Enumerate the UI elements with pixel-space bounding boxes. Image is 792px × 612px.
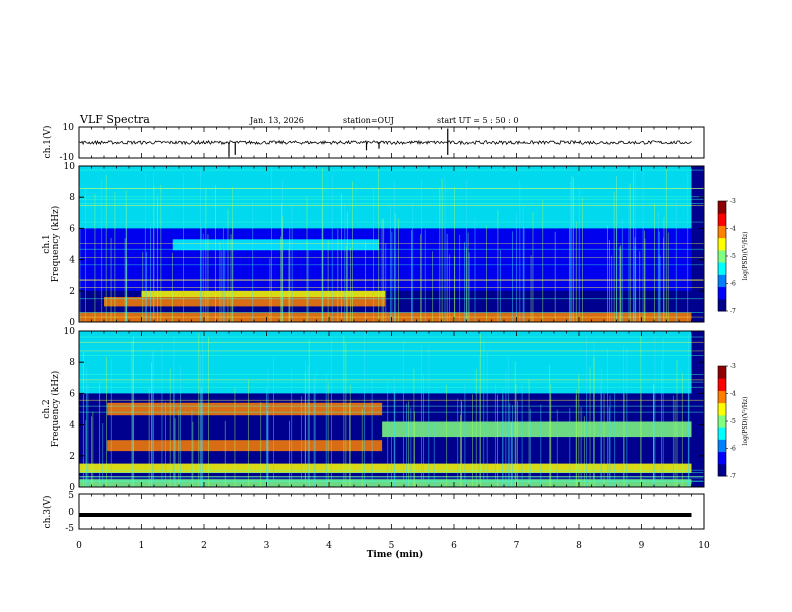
colorbar-segment xyxy=(718,262,726,275)
xtick-label: 10 xyxy=(698,541,710,551)
colorbar-tick-label: -6 xyxy=(730,281,736,288)
ytick-label: 2 xyxy=(69,452,75,462)
xtick-label: 8 xyxy=(576,541,582,551)
ch1-spectrogram-panel: 0 2 4 6 8 10 ch.1 Frequency (kHz) xyxy=(42,162,705,328)
xtick-label: 6 xyxy=(451,541,457,551)
colorbar-segment xyxy=(718,402,726,416)
ch2-spec-channel-label: ch.2 xyxy=(42,399,52,418)
colorbar-tick-label: -6 xyxy=(730,446,736,453)
spectrogram-band xyxy=(79,463,692,473)
colorbar-segment xyxy=(718,427,726,440)
ch2-spectrogram-image xyxy=(79,331,704,487)
ch1-ytick-top: 10 xyxy=(63,123,75,133)
ch1-waveform-panel: 10 -10 ch.1(V) xyxy=(42,123,705,163)
ch1-spectrogram-yticks: 0 2 4 6 8 10 xyxy=(64,162,704,328)
xtick-label: 0 xyxy=(76,541,82,551)
colorbar-segment xyxy=(718,414,726,428)
time-axis: 0 1 2 3 4 5 6 7 8 9 10 xyxy=(76,127,710,551)
colorbar-segment xyxy=(718,439,726,453)
ch1-waveform-trace xyxy=(78,128,692,157)
xtick-label: 4 xyxy=(326,541,332,551)
ch3-ytick-mid: 0 xyxy=(68,508,74,518)
colorbar-tick-label: -7 xyxy=(730,308,736,315)
ch2-spectrogram-panel: 0 2 4 6 8 10 ch.2 Frequency (kHz) xyxy=(42,327,705,493)
ytick-label: 10 xyxy=(64,162,76,172)
colorbar-label: log(PSD)(V²/Hz) xyxy=(742,397,749,446)
ch1-spectrogram-image xyxy=(78,166,704,322)
spectrogram-band xyxy=(79,331,692,394)
ch1-noise-line xyxy=(78,139,692,146)
spectrogram-band xyxy=(107,402,383,416)
xtick-label: 5 xyxy=(389,541,395,551)
colorbar-segment xyxy=(718,237,726,251)
ch3-ytick-bottom: -5 xyxy=(65,524,74,534)
xtick-label: 9 xyxy=(639,541,645,551)
ytick-label: 6 xyxy=(69,389,75,399)
colorbar-segment xyxy=(718,225,726,239)
spectrogram-band xyxy=(382,421,692,438)
ytick-label: 0 xyxy=(69,318,75,328)
ch3-wave-ylabel: ch.3(V) xyxy=(42,496,53,529)
ch1-spec-ylabel: Frequency (kHz) xyxy=(50,206,61,283)
ytick-label: 4 xyxy=(69,421,75,431)
ch1-wave-ylabel: ch.1(V) xyxy=(42,126,53,159)
spectrogram-band xyxy=(141,290,386,298)
colorbar-segment xyxy=(718,366,726,379)
xtick-label: 2 xyxy=(201,541,207,551)
colorbar-tick-label: -5 xyxy=(730,253,736,260)
spectrogram-band xyxy=(79,228,692,291)
ch2-colorbar: -3 -4 -5 -6 -7 log(PSD)(V²/Hz) xyxy=(717,363,749,480)
colorbar-segment xyxy=(718,213,726,226)
ytick-label: 4 xyxy=(69,256,75,266)
ch2-spec-ylabel: Frequency (kHz) xyxy=(50,371,61,448)
colorbar-segment xyxy=(718,249,726,263)
spectrogram-band xyxy=(79,166,692,229)
spectrogram-band xyxy=(172,239,379,251)
ch3-waveform-panel: 5 0 -5 ch.3(V) xyxy=(42,491,705,534)
colorbar-tick-label: -5 xyxy=(730,418,736,425)
spectrogram-band xyxy=(104,297,386,307)
spectrogram-band xyxy=(79,479,692,487)
ytick-label: 6 xyxy=(69,224,75,234)
colorbar-tick-label: -7 xyxy=(730,473,736,480)
ytick-label: 2 xyxy=(69,287,75,297)
colorbar-segment xyxy=(718,451,726,465)
spectrogram-band xyxy=(107,440,383,452)
colorbar-tick-label: -4 xyxy=(730,391,736,398)
xtick-label: 7 xyxy=(514,541,520,551)
xtick-label: 3 xyxy=(264,541,270,551)
figure-title: VLF Spectra xyxy=(79,113,150,126)
start-time-label: start UT = 5 : 50 : 0 xyxy=(437,116,518,125)
ytick-label: 10 xyxy=(64,327,76,337)
ch3-waveform-frame xyxy=(78,493,705,530)
colorbar-tick-label: -4 xyxy=(730,226,736,233)
station-label: station=OUJ xyxy=(343,116,394,125)
colorbar-tick-label: -3 xyxy=(730,363,736,370)
colorbar-segment xyxy=(718,201,726,214)
colorbar-segment xyxy=(718,390,726,404)
ch1-spec-channel-label: ch.1 xyxy=(42,234,52,253)
colorbar-segment xyxy=(718,463,726,477)
colorbar-label: log(PSD)(V²/Hz) xyxy=(742,232,749,281)
xtick-label: 1 xyxy=(139,541,145,551)
ytick-label: 0 xyxy=(69,483,75,493)
colorbar-segment xyxy=(718,286,726,300)
ch3-ytick-top: 5 xyxy=(68,491,74,501)
date-label: Jan. 13, 2026 xyxy=(249,116,304,125)
colorbar-segment xyxy=(718,378,726,391)
ytick-label: 8 xyxy=(69,358,75,368)
ch2-spectrogram-yticks: 0 2 4 6 8 10 xyxy=(64,327,704,493)
colorbar-segment xyxy=(718,298,726,312)
ch1-ytick-bottom: -10 xyxy=(60,153,75,163)
colorbar-segment xyxy=(718,274,726,288)
time-axis-label: Time (min) xyxy=(367,549,424,560)
ch1-colorbar: -3 -4 -5 -6 -7 log(PSD)(V²/Hz) xyxy=(717,198,749,315)
ytick-label: 8 xyxy=(69,193,75,203)
colorbar-tick-label: -3 xyxy=(730,198,736,205)
